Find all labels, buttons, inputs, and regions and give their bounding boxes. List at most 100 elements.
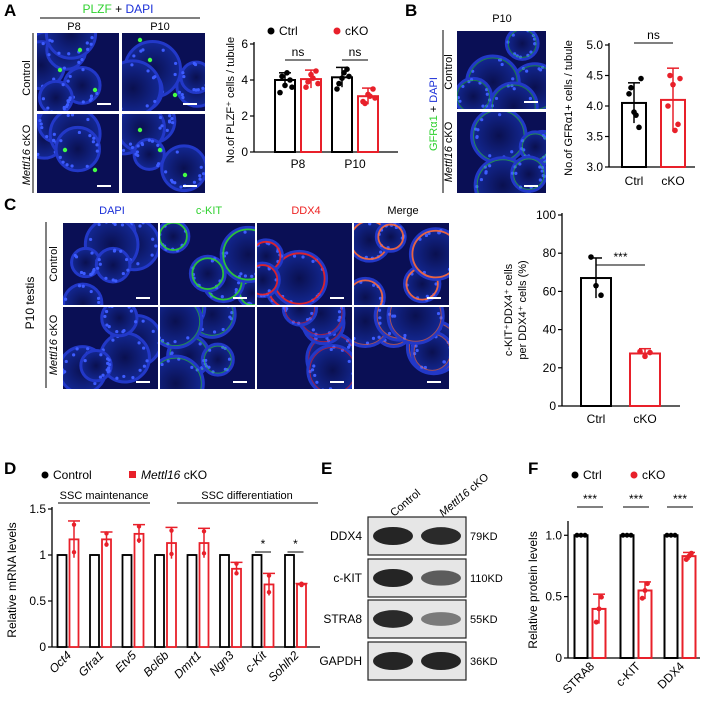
x-tick-label: Dmrt1 bbox=[171, 648, 204, 681]
significance-label: * bbox=[293, 537, 298, 551]
dapi-nucleus bbox=[107, 366, 111, 370]
stained-ring bbox=[377, 223, 405, 251]
legend-control-label: Control bbox=[53, 468, 92, 482]
y-axis-label: No.of GFRα1+ cells / tubule bbox=[563, 40, 575, 176]
data-point bbox=[71, 550, 77, 555]
dapi-nucleus bbox=[475, 135, 479, 139]
dapi-nucleus bbox=[161, 48, 165, 52]
dapi-nucleus bbox=[153, 99, 157, 104]
data-point bbox=[574, 532, 580, 538]
dapi-nucleus bbox=[89, 237, 93, 242]
dapi-nucleus bbox=[311, 328, 315, 332]
data-point bbox=[346, 73, 352, 80]
plzf-positive-cell bbox=[157, 147, 163, 153]
panel-a-row-control: Control bbox=[21, 60, 33, 95]
dapi-nucleus bbox=[119, 249, 123, 253]
dapi-nucleus bbox=[512, 87, 516, 91]
dapi-nucleus bbox=[141, 223, 145, 225]
dapi-nucleus bbox=[70, 114, 75, 117]
dapi-nucleus bbox=[65, 11, 68, 14]
dapi-nucleus bbox=[485, 92, 489, 96]
y-tick-label: 1 bbox=[39, 548, 46, 562]
dapi-nucleus bbox=[101, 373, 105, 377]
dapi-nucleus bbox=[96, 296, 101, 300]
panel-d-chart: 0 0.5 1 1.5 Relative mRNA levels Oct4 Gfra1 Etv… bbox=[5, 502, 320, 685]
bar-oct4-control bbox=[56, 554, 68, 648]
dapi-nucleus bbox=[104, 309, 109, 314]
x-tick-label: Ctrl bbox=[587, 412, 606, 426]
panel-c-col-ddx4: DDX4 bbox=[291, 205, 320, 217]
micrograph-c-cko-dapi bbox=[63, 307, 158, 389]
dapi-nucleus bbox=[86, 117, 90, 122]
data-point bbox=[642, 353, 648, 360]
panel-d-legend: Control Mettl16 cKO bbox=[41, 468, 207, 482]
dapi-nucleus bbox=[141, 48, 145, 52]
dapi-nucleus bbox=[515, 202, 518, 205]
panel-f-letter: F bbox=[528, 459, 538, 478]
plzf-positive-cell bbox=[77, 47, 83, 53]
dapi-nucleus bbox=[453, 260, 456, 263]
legend-ctrl-marker bbox=[571, 471, 579, 479]
dapi-nucleus bbox=[50, 39, 54, 43]
dapi-nucleus bbox=[511, 77, 515, 81]
bar-dmrt1-control bbox=[186, 554, 198, 648]
dapi-nucleus bbox=[371, 336, 376, 340]
dapi-nucleus bbox=[368, 223, 372, 226]
legend-cko-marker bbox=[129, 471, 136, 478]
data-point bbox=[299, 582, 304, 588]
dapi-nucleus bbox=[142, 364, 147, 368]
seminiferous-tubule bbox=[470, 112, 528, 165]
tile-content bbox=[37, 114, 102, 173]
blot-protein-label: c-KIT bbox=[333, 571, 362, 585]
dapi-nucleus bbox=[92, 136, 96, 140]
dapi-nucleus bbox=[452, 352, 455, 355]
data-point bbox=[593, 282, 599, 289]
data-point bbox=[688, 550, 694, 556]
dapi-nucleus bbox=[81, 68, 85, 72]
data-point bbox=[593, 619, 599, 625]
y-tick-label: 0.5 bbox=[29, 594, 46, 608]
dapi-nucleus bbox=[377, 308, 382, 312]
micrograph-b-cko bbox=[457, 112, 546, 205]
stained-ring bbox=[491, 84, 536, 109]
dapi-nucleus bbox=[66, 100, 70, 104]
dapi-nucleus bbox=[156, 143, 160, 147]
dapi-nucleus bbox=[151, 76, 156, 80]
data-point bbox=[598, 292, 604, 299]
y-axis-label-line1: c-KIT⁺DDX4⁺ cells bbox=[503, 263, 515, 356]
data-point bbox=[637, 348, 643, 355]
stained-ring bbox=[507, 31, 537, 58]
data-point bbox=[334, 86, 340, 92]
legend-ctrl-label: Ctrl bbox=[279, 24, 298, 38]
dapi-nucleus bbox=[105, 223, 108, 224]
micrograph-c-control-c-kit bbox=[160, 223, 255, 305]
data-point bbox=[341, 70, 347, 76]
dapi-nucleus bbox=[312, 364, 316, 368]
dapi-nucleus bbox=[338, 315, 342, 319]
dapi-nucleus bbox=[167, 119, 172, 123]
dapi-nucleus bbox=[354, 234, 355, 236]
data-point bbox=[372, 95, 378, 101]
stained-ring bbox=[411, 229, 449, 279]
dapi-nucleus bbox=[379, 250, 383, 254]
dapi-nucleus bbox=[27, 57, 30, 60]
data-point bbox=[315, 80, 321, 87]
dapi-nucleus bbox=[122, 107, 123, 110]
dapi-nucleus bbox=[62, 66, 66, 70]
dapi-nucleus bbox=[68, 74, 72, 79]
dapi-nucleus bbox=[89, 272, 93, 277]
seminiferous-tubule bbox=[122, 59, 162, 111]
stained-ring bbox=[160, 223, 188, 251]
dapi-nucleus bbox=[90, 36, 94, 40]
dapi-nucleus bbox=[403, 333, 407, 338]
dapi-nucleus bbox=[207, 78, 210, 81]
x-tick-label: c-KIT bbox=[613, 659, 644, 690]
data-point bbox=[628, 532, 634, 538]
dapi-nucleus bbox=[136, 144, 140, 148]
dapi-nucleus bbox=[157, 341, 158, 345]
tile-content bbox=[122, 114, 205, 193]
dapi-nucleus bbox=[192, 399, 195, 402]
dapi-nucleus bbox=[525, 69, 529, 73]
bar-dmrt1-cko bbox=[198, 542, 210, 648]
dapi-nucleus bbox=[347, 359, 351, 364]
